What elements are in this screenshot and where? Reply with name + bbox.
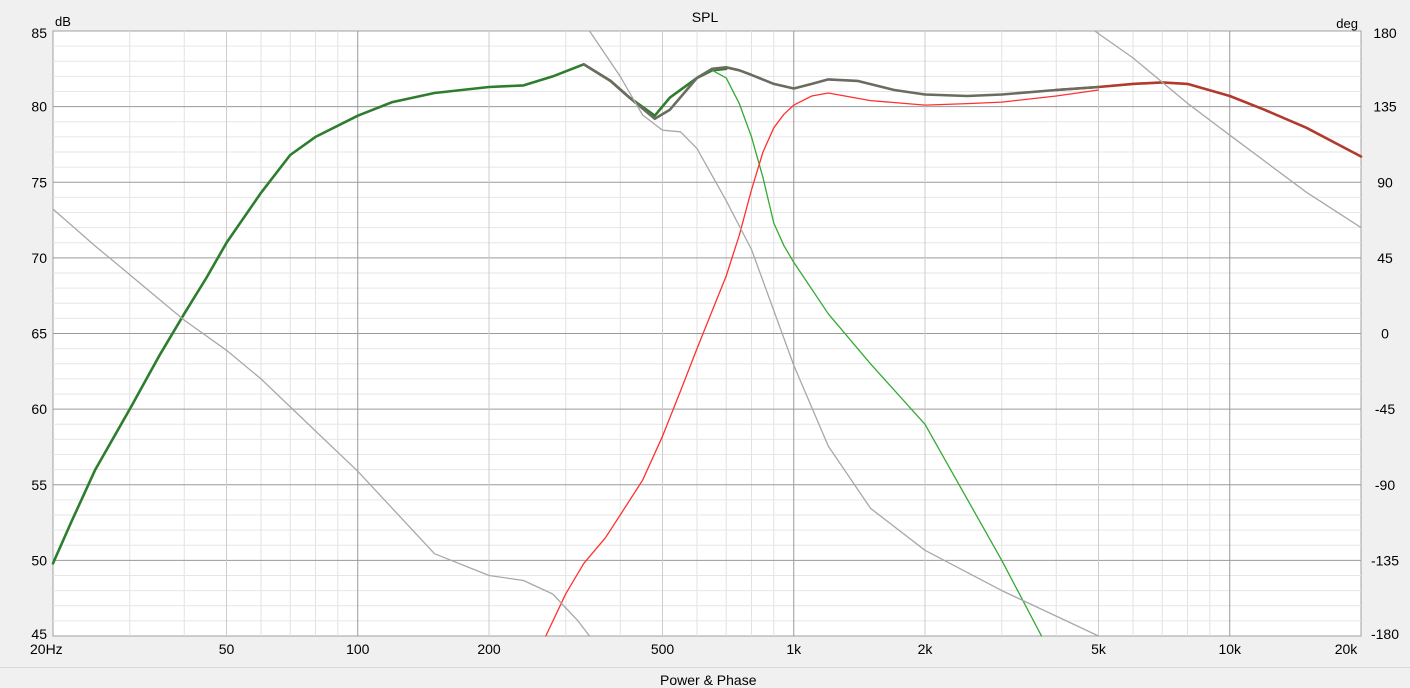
- x-tick-label: 2k: [918, 641, 934, 657]
- series-line-5: [582, 63, 1100, 120]
- y-tick-label: 80: [31, 99, 47, 115]
- y2-tick-label: -180: [1371, 626, 1399, 642]
- series-layer: [51, 30, 1363, 637]
- y-tick-label: 50: [31, 552, 47, 568]
- major-grid: [53, 31, 1361, 636]
- x-tick-label: 50: [219, 641, 235, 657]
- y-axis-unit-right: deg: [1336, 16, 1358, 31]
- y2-tick-label: -90: [1375, 477, 1395, 493]
- x-tick-labels: 20Hz 50 100 200 500 1k 2k 5k 10k 20k: [30, 641, 1358, 657]
- y2-tick-label: 45: [1377, 250, 1393, 266]
- y-tick-label: 60: [31, 401, 47, 417]
- y-tick-label: 70: [31, 250, 47, 266]
- x-tick-label: 500: [651, 641, 675, 657]
- x-tick-label: 200: [477, 641, 501, 657]
- series-line-2: [711, 69, 1043, 637]
- chart-title: SPL: [692, 9, 719, 25]
- y2-tick-label: 90: [1377, 174, 1393, 190]
- y-axis-unit-left: dB: [55, 14, 71, 29]
- y2-tick-label: 0: [1381, 326, 1389, 342]
- y-tick-labels: 85 80 75 70 65 60 55 50 45: [31, 25, 47, 642]
- x-tick-label: 20k: [1335, 641, 1359, 657]
- y-tick-label: 75: [31, 174, 47, 190]
- series-line-3: [545, 89, 1100, 637]
- series-line-7: [588, 30, 1100, 637]
- series-line-8: [1094, 30, 1362, 229]
- y2-tick-label: 135: [1373, 99, 1397, 115]
- x-tick-label: 5k: [1091, 641, 1107, 657]
- series-line-1: [51, 63, 728, 565]
- y2-tick-label: -45: [1375, 401, 1395, 417]
- y-tick-label: 85: [31, 25, 47, 41]
- y2-tick-labels: 180 135 90 45 0 -45 -90 -135 -180: [1371, 25, 1399, 642]
- bottom-panel: [0, 667, 1410, 680]
- y-tick-label: 55: [31, 477, 47, 493]
- x-tick-label: 1k: [786, 641, 802, 657]
- y-tick-label: 45: [31, 626, 47, 642]
- y2-tick-label: -135: [1371, 552, 1399, 568]
- y2-tick-label: 180: [1373, 25, 1397, 41]
- y-tick-label: 65: [31, 326, 47, 342]
- x-tick-label: 100: [346, 641, 370, 657]
- series-line-4: [1054, 81, 1363, 158]
- series-line-6: [52, 208, 591, 637]
- bottom-chart-title: Power & Phase: [660, 672, 757, 688]
- x-tick-label: 20Hz: [30, 641, 63, 657]
- x-tick-label: 10k: [1218, 641, 1242, 657]
